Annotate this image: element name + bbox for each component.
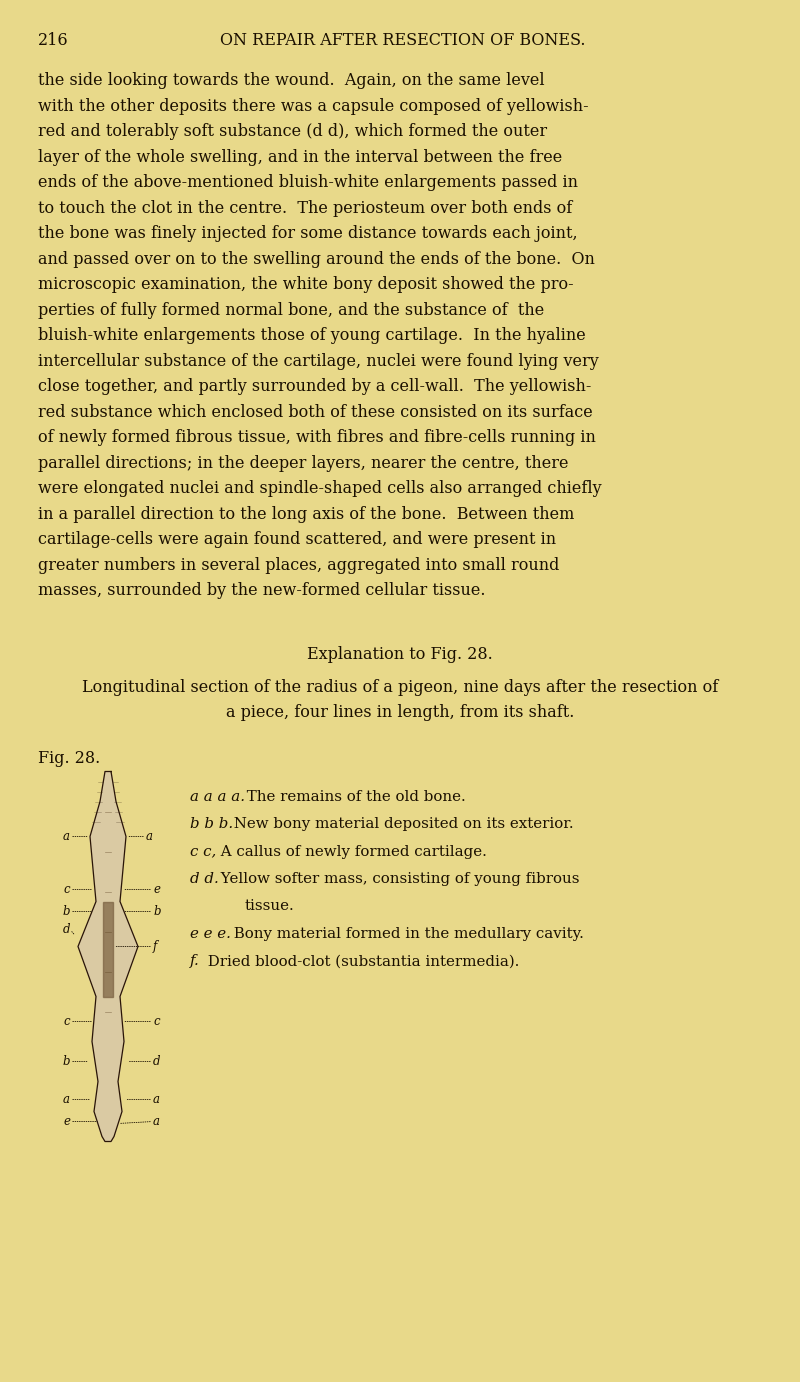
Text: parallel directions; in the deeper layers, nearer the centre, there: parallel directions; in the deeper layer… [38,455,569,471]
Text: Explanation to Fig. 28.: Explanation to Fig. 28. [307,645,493,662]
Text: tissue.: tissue. [245,900,294,914]
Polygon shape [78,771,138,1142]
Text: d d.: d d. [190,872,218,886]
Text: layer of the whole swelling, and in the interval between the free: layer of the whole swelling, and in the … [38,148,562,166]
Text: close together, and partly surrounded by a cell-wall.  The yellowish-: close together, and partly surrounded by… [38,379,591,395]
Text: microscopic examination, the white bony deposit showed the pro-: microscopic examination, the white bony … [38,276,574,293]
Text: and passed over on to the swelling around the ends of the bone.  On: and passed over on to the swelling aroun… [38,250,595,268]
Text: c: c [153,1014,160,1028]
Text: in a parallel direction to the long axis of the bone.  Between them: in a parallel direction to the long axis… [38,506,574,522]
Text: Yellow softer mass, consisting of young fibrous: Yellow softer mass, consisting of young … [216,872,579,886]
Text: intercellular substance of the cartilage, nuclei were found lying very: intercellular substance of the cartilage… [38,352,598,369]
Text: c c,: c c, [190,844,216,858]
Text: the side looking towards the wound.  Again, on the same level: the side looking towards the wound. Agai… [38,72,545,88]
Text: to touch the clot in the centre.  The periosteum over both ends of: to touch the clot in the centre. The per… [38,199,572,217]
Text: a a a a.: a a a a. [190,789,245,803]
Text: e e e.: e e e. [190,927,231,941]
Polygon shape [103,901,113,996]
Text: ON REPAIR AFTER RESECTION OF BONES.: ON REPAIR AFTER RESECTION OF BONES. [220,32,586,48]
Text: red substance which enclosed both of these consisted on its surface: red substance which enclosed both of the… [38,404,593,420]
Text: New bony material deposited on its exterior.: New bony material deposited on its exter… [229,817,574,831]
Text: cartilage-cells were again found scattered, and were present in: cartilage-cells were again found scatter… [38,531,556,549]
Text: a: a [63,1093,70,1106]
Text: e: e [153,883,160,896]
Text: bluish-white enlargements those of young cartilage.  In the hyaline: bluish-white enlargements those of young… [38,328,586,344]
Text: e: e [63,1115,70,1128]
Text: 216: 216 [38,32,69,48]
Text: f.: f. [190,955,200,969]
Text: ends of the above-mentioned bluish-white enlargements passed in: ends of the above-mentioned bluish-white… [38,174,578,191]
Text: c: c [63,883,70,896]
Text: Fig. 28.: Fig. 28. [38,749,100,767]
Text: Dried blood-clot (substantia intermedia).: Dried blood-clot (substantia intermedia)… [203,955,519,969]
Text: Bony material formed in the medullary cavity.: Bony material formed in the medullary ca… [229,927,584,941]
Text: were elongated nuclei and spindle-shaped cells also arranged chiefly: were elongated nuclei and spindle-shaped… [38,480,602,498]
Text: b: b [62,1054,70,1068]
Text: b: b [62,905,70,918]
Text: with the other deposits there was a capsule composed of yellowish-: with the other deposits there was a caps… [38,98,589,115]
Text: a: a [63,831,70,843]
Text: a piece, four lines in length, from its shaft.: a piece, four lines in length, from its … [226,703,574,721]
Text: d: d [153,1054,161,1068]
Text: Longitudinal section of the radius of a pigeon, nine days after the resection of: Longitudinal section of the radius of a … [82,679,718,695]
Text: of newly formed fibrous tissue, with fibres and fibre-cells running in: of newly formed fibrous tissue, with fib… [38,428,596,446]
Text: the bone was finely injected for some distance towards each joint,: the bone was finely injected for some di… [38,225,578,242]
Text: c: c [63,1014,70,1028]
Text: greater numbers in several places, aggregated into small round: greater numbers in several places, aggre… [38,557,559,574]
Text: a: a [153,1093,160,1106]
Text: perties of fully formed normal bone, and the substance of  the: perties of fully formed normal bone, and… [38,301,544,318]
Text: A callus of newly formed cartilage.: A callus of newly formed cartilage. [216,844,487,858]
Text: f: f [153,940,158,954]
Text: b: b [153,905,161,918]
Text: red and tolerably soft substance (d d), which formed the outer: red and tolerably soft substance (d d), … [38,123,547,140]
Text: The remains of the old bone.: The remains of the old bone. [242,789,466,803]
Text: b b b.: b b b. [190,817,233,831]
Text: masses, surrounded by the new-formed cellular tissue.: masses, surrounded by the new-formed cel… [38,582,486,598]
Text: a: a [153,1115,160,1128]
Text: a: a [146,831,153,843]
Text: d: d [62,923,70,936]
